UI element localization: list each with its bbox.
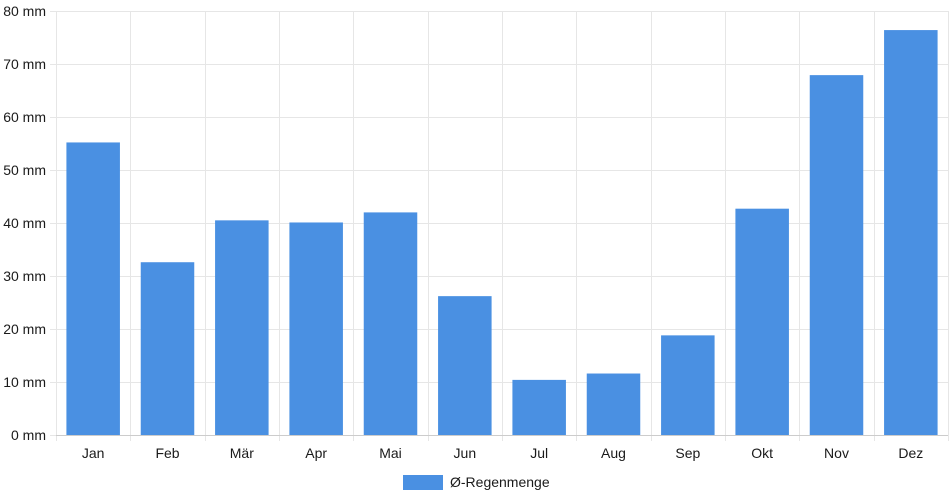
axis-layer: [50, 11, 948, 436]
y-tick-label: 30 mm: [3, 268, 46, 284]
x-tick-label: Aug: [601, 445, 626, 461]
bar-mär[interactable]: [215, 220, 269, 435]
x-tick-label: Mär: [230, 445, 254, 461]
x-tick-label: Feb: [155, 445, 179, 461]
y-tick-label: 40 mm: [3, 215, 46, 231]
legend-label[interactable]: Ø-Regenmenge: [450, 474, 550, 490]
bar-apr[interactable]: [289, 222, 343, 435]
x-tick-label: Apr: [305, 445, 327, 461]
bar-mai[interactable]: [363, 212, 418, 435]
legend-swatch[interactable]: [403, 475, 443, 490]
bar-jun[interactable]: [438, 296, 492, 435]
x-tick-label: Dez: [898, 445, 923, 461]
legend[interactable]: Ø-Regenmenge: [403, 474, 550, 490]
bar-dez[interactable]: [884, 30, 938, 436]
bar-okt[interactable]: [735, 208, 789, 435]
x-tick-label: Jul: [530, 445, 548, 461]
x-axis-labels: Jan Feb Mär Apr Mai Jun Jul Aug Sep Okt Nov Dez: [82, 445, 923, 461]
bar-feb[interactable]: [140, 262, 195, 435]
x-tick-label: Nov: [824, 445, 849, 461]
y-axis-labels: 0 mm 10 mm 20 mm 30 mm 40 mm 50 mm 60 mm 70 mm 8…: [3, 3, 46, 443]
y-tick-label: 10 mm: [3, 374, 46, 390]
y-tick-label: 80 mm: [3, 3, 46, 19]
y-tick-label: 50 mm: [3, 162, 46, 178]
bars-layer: [66, 30, 938, 436]
x-tick-label: Sep: [675, 445, 700, 461]
x-tick-label: Okt: [751, 445, 773, 461]
bar-nov[interactable]: [809, 75, 864, 435]
y-tick-label: 60 mm: [3, 109, 46, 125]
x-tick-label: Mai: [379, 445, 402, 461]
y-tick-label: 70 mm: [3, 56, 46, 72]
bar-jul[interactable]: [512, 379, 566, 435]
bar-aug[interactable]: [586, 373, 641, 435]
y-tick-label: 0 mm: [11, 427, 46, 443]
bar-jan[interactable]: [66, 142, 120, 435]
x-tick-label: Jun: [454, 445, 477, 461]
grid-layer: [56, 11, 949, 441]
bar-sep[interactable]: [661, 335, 715, 435]
y-tick-label: 20 mm: [3, 321, 46, 337]
x-tick-label: Jan: [82, 445, 105, 461]
